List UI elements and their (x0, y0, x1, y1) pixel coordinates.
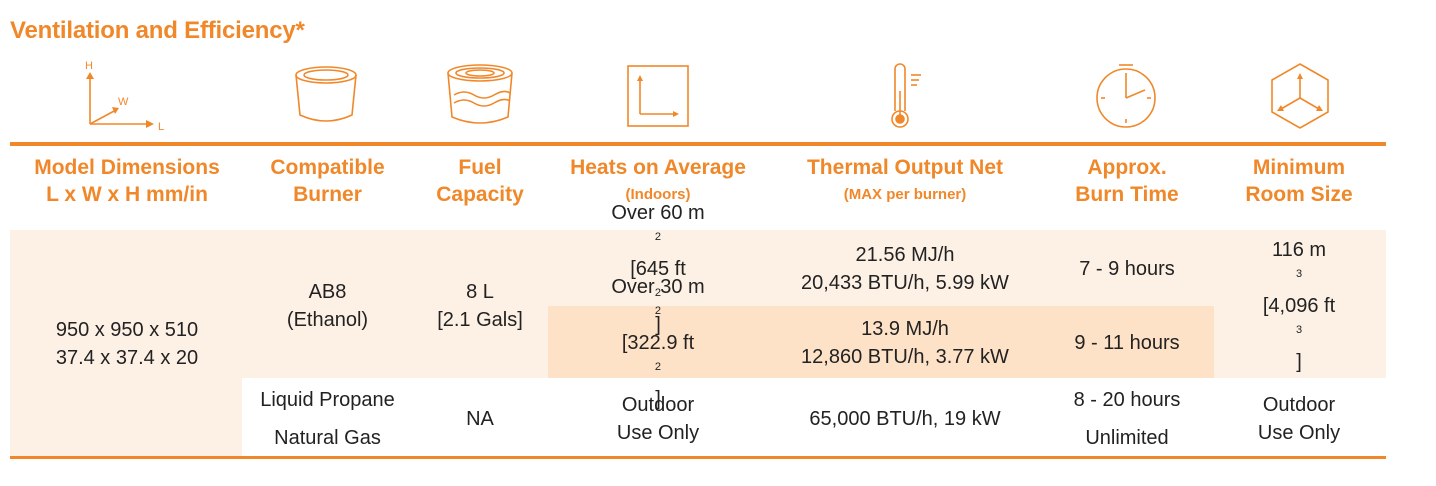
option1-thermal-cell: 21.56 MJ/h 20,433 BTU/h, 5.99 kW (770, 234, 1040, 304)
option2-thermal-btu: 12,860 BTU/h, 3.77 kW (801, 346, 1009, 368)
table-bottom-rule (10, 456, 1386, 459)
gas-burn-ng: Unlimited (1085, 427, 1169, 449)
burner-icon (276, 58, 376, 134)
header-heats-on-average: Heats on Average (Indoors) (570, 156, 746, 203)
option2-thermal-mj: 13.9 MJ/h (861, 318, 949, 340)
gas-heats-cell: Outdoor Use Only (616, 394, 700, 444)
gas-burner-lp: Liquid Propane (260, 389, 395, 411)
dim-h-label: H (85, 60, 93, 72)
option2-heats-ft: [322.9 ft 2] (621, 332, 695, 410)
option1-burn: 7 - 9 hours (1079, 258, 1175, 280)
fuel-litres: 8 L (466, 281, 494, 303)
fuel-icon (430, 58, 530, 134)
header-burn-time: Approx. Burn Time (1075, 156, 1179, 206)
dim-w-label: W (118, 96, 129, 108)
option2-burn: 9 - 11 hours (1074, 332, 1180, 354)
option1-burn-cell: 7 - 9 hours (1042, 234, 1212, 304)
gas-burner-ng: Natural Gas (274, 427, 381, 449)
fuel-gallons: [2.1 Gals] (437, 309, 523, 331)
gas-thermal-cell: 65,000 BTU/h, 19 kW (809, 408, 1001, 430)
header-room-size: Minimum Room Size (1245, 156, 1353, 206)
ethanol-burner-cell: AB8 (Ethanol) (250, 266, 405, 346)
header-fuel-capacity: Fuel Capacity (436, 156, 524, 206)
room-cube-icon (1250, 58, 1350, 134)
clock-icon (1076, 58, 1176, 134)
dimensions-icon: H W L (60, 58, 180, 134)
gas-burn-lp: 8 - 20 hours (1073, 389, 1181, 411)
dimensions-cell: 950 x 950 x 510 37.4 x 37.4 x 20 (14, 300, 240, 388)
header-top-rule (10, 142, 1386, 146)
header-thermal-output: Thermal Output Net (MAX per burner) (806, 156, 1003, 203)
burner-name: AB8 (308, 281, 347, 303)
room-ft: [4,096 ft 3] (1262, 295, 1336, 373)
header-model-dimensions: Model Dimensions L x W x H mm/in (34, 156, 220, 206)
burner-type: (Ethanol) (286, 309, 369, 331)
header-compatible-burner: Compatible Burner (270, 156, 385, 206)
section-title: Ventilation and Efficiency* (10, 17, 305, 44)
dimensions-in: 37.4 x 37.4 x 20 (55, 347, 199, 369)
option2-thermal-cell: 13.9 MJ/h 12,860 BTU/h, 3.77 kW (770, 308, 1040, 378)
dim-l-label: L (158, 121, 164, 133)
dimensions-band (10, 378, 242, 456)
ethanol-fuel-cell: 8 L [2.1 Gals] (410, 266, 550, 346)
thermometer-icon (856, 58, 956, 134)
option1-thermal-mj: 21.56 MJ/h (855, 244, 955, 266)
option1-heats-ft: [645 ft 2] (630, 258, 686, 336)
option2-highlight (548, 306, 1214, 378)
gas-room-cell: Outdoor Use Only (1257, 394, 1341, 444)
gas-fuel-cell: NA (466, 408, 494, 430)
option1-thermal-btu: 20,433 BTU/h, 5.99 kW (801, 272, 1009, 294)
area-icon (608, 58, 708, 134)
option2-burn-cell: 9 - 11 hours (1042, 308, 1212, 378)
dimensions-mm: 950 x 950 x 510 (55, 319, 199, 341)
